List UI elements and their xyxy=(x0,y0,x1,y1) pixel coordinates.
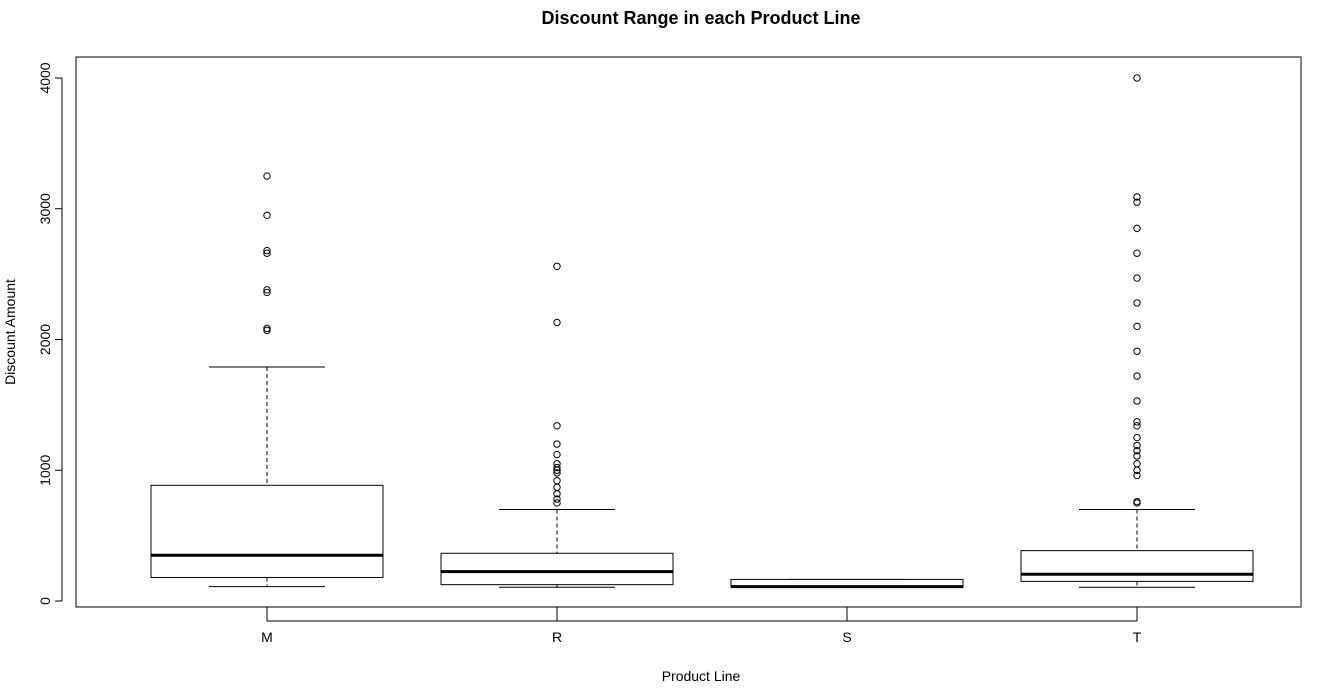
outlier-point xyxy=(1133,274,1141,282)
outlier-point xyxy=(553,463,561,472)
outlier-point xyxy=(263,172,271,180)
y-tick-label: 1000 xyxy=(37,454,53,485)
outlier-point xyxy=(1133,422,1141,430)
y-axis: 0 1000 2000 3000 4000 xyxy=(37,62,63,605)
outlier-point xyxy=(1133,471,1141,480)
outlier-point xyxy=(1133,441,1141,450)
chart-title: Discount Range in each Product Line xyxy=(541,8,861,28)
box-T xyxy=(1020,74,1254,588)
outlier-point xyxy=(553,450,561,459)
x-tick-label: M xyxy=(261,629,273,645)
outlier-point xyxy=(1133,418,1141,426)
outlier-point xyxy=(553,469,561,477)
x-tick-label: R xyxy=(552,629,562,645)
outlier-point xyxy=(553,483,561,491)
outlier-point xyxy=(263,249,271,257)
outlier-point xyxy=(263,286,271,294)
outlier-point xyxy=(553,422,561,430)
outlier-point xyxy=(1133,397,1141,405)
outlier-point xyxy=(553,477,561,485)
iqr-box xyxy=(440,552,674,586)
outlier-point xyxy=(553,262,561,270)
outlier-point xyxy=(1133,433,1141,442)
iqr-box xyxy=(150,484,384,578)
outlier-point xyxy=(1133,497,1141,506)
outlier-point xyxy=(263,324,271,333)
outlier-point xyxy=(553,495,561,503)
outlier-point xyxy=(1133,249,1141,257)
outlier-point xyxy=(1133,452,1141,460)
outlier-point xyxy=(553,460,561,468)
box-M xyxy=(150,172,384,588)
y-tick-label: 3000 xyxy=(37,193,53,224)
outlier-point xyxy=(1133,193,1141,201)
outlier-point xyxy=(553,499,561,507)
boxes-group xyxy=(150,74,1254,589)
outlier-point xyxy=(553,440,561,448)
outlier-point xyxy=(263,326,271,335)
outlier-point xyxy=(1133,322,1141,331)
outlier-point xyxy=(1133,460,1141,468)
outlier-point xyxy=(1133,299,1141,307)
iqr-box xyxy=(1020,550,1254,582)
outlier-point xyxy=(1133,198,1141,206)
y-tick-label: 4000 xyxy=(37,62,53,93)
plot-frame xyxy=(75,56,1302,608)
outlier-point xyxy=(553,318,561,327)
outlier-point xyxy=(1133,224,1141,233)
outlier-point xyxy=(263,288,271,297)
outlier-point xyxy=(263,246,271,255)
outlier-point xyxy=(1133,347,1141,355)
outlier-point xyxy=(1133,74,1141,82)
box-S xyxy=(730,578,964,589)
y-axis-title: Discount Amount xyxy=(2,279,18,385)
x-axis-title: Product Line xyxy=(662,668,741,684)
outlier-point xyxy=(263,211,271,219)
box-R xyxy=(440,262,674,588)
x-tick-label: S xyxy=(842,629,851,645)
y-tick-label: 0 xyxy=(37,597,53,605)
y-tick-label: 2000 xyxy=(37,324,53,355)
outlier-point xyxy=(1133,446,1141,455)
outlier-point xyxy=(1133,372,1141,380)
x-tick-label: T xyxy=(1133,629,1142,645)
